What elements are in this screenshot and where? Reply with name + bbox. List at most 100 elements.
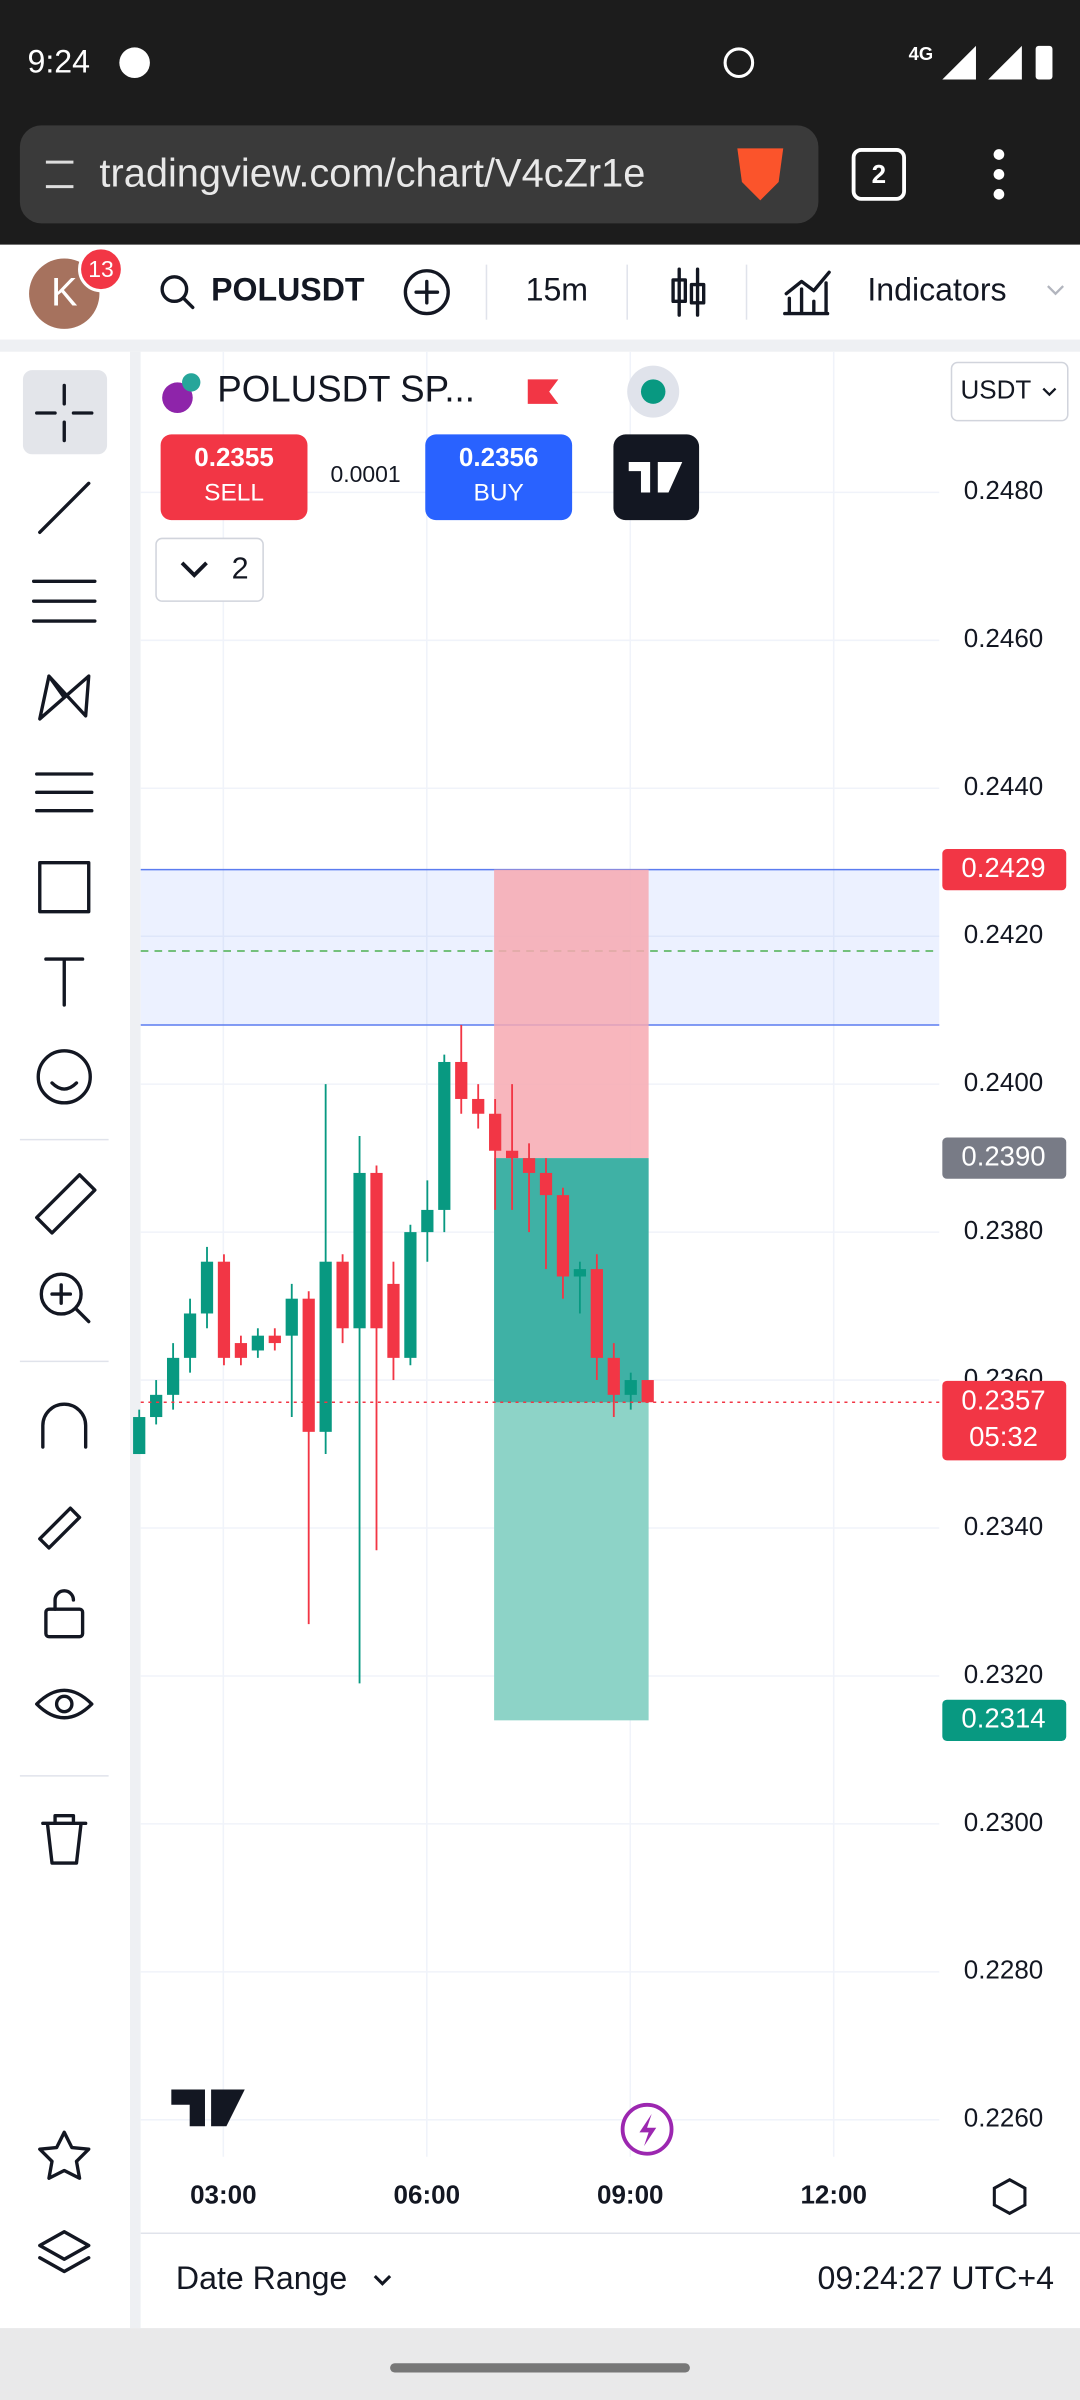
badge-count[interactable]: 13 bbox=[88, 256, 114, 282]
brave-icon[interactable] bbox=[737, 148, 784, 201]
candle-body bbox=[200, 1261, 214, 1314]
alarm-icon bbox=[723, 47, 755, 79]
tabs-button[interactable] bbox=[851, 147, 906, 201]
y-tick-label: 0.2280 bbox=[964, 1955, 1044, 1985]
current-price-label: 0.2357 bbox=[961, 1385, 1045, 1416]
indicator-count[interactable]: 2 bbox=[232, 552, 249, 586]
candle-body bbox=[590, 1269, 603, 1358]
menu-button[interactable] bbox=[993, 149, 1005, 200]
object-tree-button[interactable] bbox=[38, 2230, 91, 2274]
tab-count[interactable]: 2 bbox=[872, 159, 886, 189]
x-tick-label: 12:00 bbox=[800, 2179, 867, 2209]
trend-line-tool[interactable] bbox=[38, 481, 91, 534]
buy-price[interactable]: 0.2356 bbox=[459, 442, 539, 472]
pattern-tool[interactable] bbox=[38, 674, 91, 721]
fib-tool[interactable] bbox=[31, 579, 97, 623]
target-price-label-box bbox=[942, 1699, 1067, 1741]
prediction-tool[interactable] bbox=[35, 772, 94, 813]
text-tool[interactable] bbox=[44, 957, 85, 1007]
candle-body bbox=[285, 1298, 298, 1336]
divider bbox=[130, 351, 141, 2329]
url-bar[interactable] bbox=[19, 125, 819, 224]
symbol-search[interactable]: POLUSDT bbox=[211, 272, 365, 308]
hide-tool[interactable] bbox=[54, 1694, 74, 1714]
tool-sidebar bbox=[0, 351, 131, 2329]
shape-tool[interactable] bbox=[38, 861, 91, 914]
crosshair-tool-selected[interactable] bbox=[22, 370, 108, 455]
icon-tool[interactable] bbox=[50, 1081, 79, 1091]
sell-label[interactable]: SELL bbox=[204, 480, 264, 507]
compare-button[interactable] bbox=[403, 269, 450, 316]
url-text[interactable]: tradingview.com/chart/V4cZr1e bbox=[99, 151, 645, 195]
search-icon[interactable] bbox=[181, 296, 195, 310]
stop-price-label: 0.2429 bbox=[961, 852, 1045, 883]
symbol-title[interactable]: POLUSDT SP... bbox=[217, 368, 475, 409]
stay-in-draw-tool[interactable] bbox=[38, 1506, 82, 1550]
zoom-tool[interactable] bbox=[50, 1283, 91, 1324]
lock-tool[interactable] bbox=[44, 1607, 85, 1639]
candle-body bbox=[624, 1380, 637, 1395]
candle-body bbox=[268, 1335, 281, 1344]
tradingview-button[interactable] bbox=[613, 434, 700, 521]
candle-body bbox=[421, 1209, 434, 1233]
indicators-button[interactable]: Indicators bbox=[867, 272, 1006, 308]
exchange-logo bbox=[182, 373, 201, 392]
more-chevron[interactable] bbox=[1047, 285, 1064, 296]
currency[interactable]: USDT bbox=[960, 374, 1031, 404]
entry-price-label: 0.2390 bbox=[961, 1140, 1045, 1171]
chevron[interactable] bbox=[1042, 387, 1057, 397]
chevron[interactable] bbox=[373, 2275, 392, 2286]
top-toolbar bbox=[0, 244, 1080, 340]
date-range-button[interactable]: Date Range bbox=[176, 2260, 347, 2296]
zoom-tool[interactable] bbox=[39, 1272, 83, 1316]
currency-button[interactable] bbox=[950, 361, 1069, 422]
chart-type-button[interactable] bbox=[677, 267, 700, 317]
target-price-label: 0.2314 bbox=[961, 1703, 1045, 1734]
icon-tool[interactable] bbox=[36, 1049, 92, 1105]
sell-price[interactable]: 0.2355 bbox=[194, 442, 274, 472]
replay-icon bbox=[639, 2113, 657, 2147]
avatar-letter[interactable]: K bbox=[51, 271, 78, 315]
home-indicator[interactable] bbox=[390, 2363, 690, 2373]
profit-fill bbox=[494, 1158, 649, 1403]
lock-tool[interactable] bbox=[53, 1589, 76, 1611]
site-settings-icon[interactable] bbox=[45, 160, 74, 189]
settings-button[interactable] bbox=[992, 2177, 1027, 2216]
buy-button[interactable] bbox=[425, 434, 573, 521]
buy-label[interactable]: BUY bbox=[474, 480, 524, 507]
magnet-tool[interactable] bbox=[41, 1402, 88, 1449]
chart-type-button[interactable] bbox=[671, 278, 688, 304]
candle-body bbox=[319, 1261, 332, 1432]
tradingview-logo bbox=[628, 461, 683, 493]
y-tick-label: 0.2460 bbox=[964, 623, 1044, 653]
entry-price-label-box bbox=[942, 1137, 1067, 1179]
watermark-logo bbox=[171, 2089, 245, 2127]
sell-button[interactable] bbox=[160, 434, 308, 521]
compare-button[interactable] bbox=[414, 279, 440, 305]
notification-badge[interactable] bbox=[78, 246, 124, 293]
flag-icon[interactable] bbox=[527, 379, 559, 404]
favorites-button[interactable] bbox=[38, 2130, 91, 2180]
battery-icon bbox=[1035, 45, 1053, 80]
candle-body bbox=[455, 1061, 468, 1099]
candle-body bbox=[370, 1172, 383, 1329]
interval-button[interactable]: 15m bbox=[526, 272, 588, 308]
hide-tool[interactable] bbox=[35, 1688, 94, 1720]
candle-body bbox=[539, 1172, 553, 1196]
candle-body bbox=[607, 1357, 620, 1395]
candle-body bbox=[353, 1172, 366, 1329]
candle-body bbox=[387, 1283, 400, 1358]
chevron[interactable] bbox=[180, 561, 208, 578]
clock[interactable]: 09:24:27 UTC+4 bbox=[817, 2260, 1054, 2296]
delete-tool[interactable] bbox=[41, 1813, 88, 1865]
indicators-icon[interactable] bbox=[783, 270, 831, 316]
crosshair-tool[interactable] bbox=[35, 383, 94, 443]
legend-toggle[interactable] bbox=[155, 537, 264, 602]
search-icon[interactable] bbox=[160, 275, 189, 304]
ruler-tool[interactable] bbox=[35, 1173, 97, 1235]
divider bbox=[0, 339, 1080, 352]
y-tick-label: 0.2320 bbox=[964, 1659, 1044, 1689]
candle-body bbox=[251, 1335, 264, 1351]
chart-type-button[interactable] bbox=[689, 282, 706, 305]
